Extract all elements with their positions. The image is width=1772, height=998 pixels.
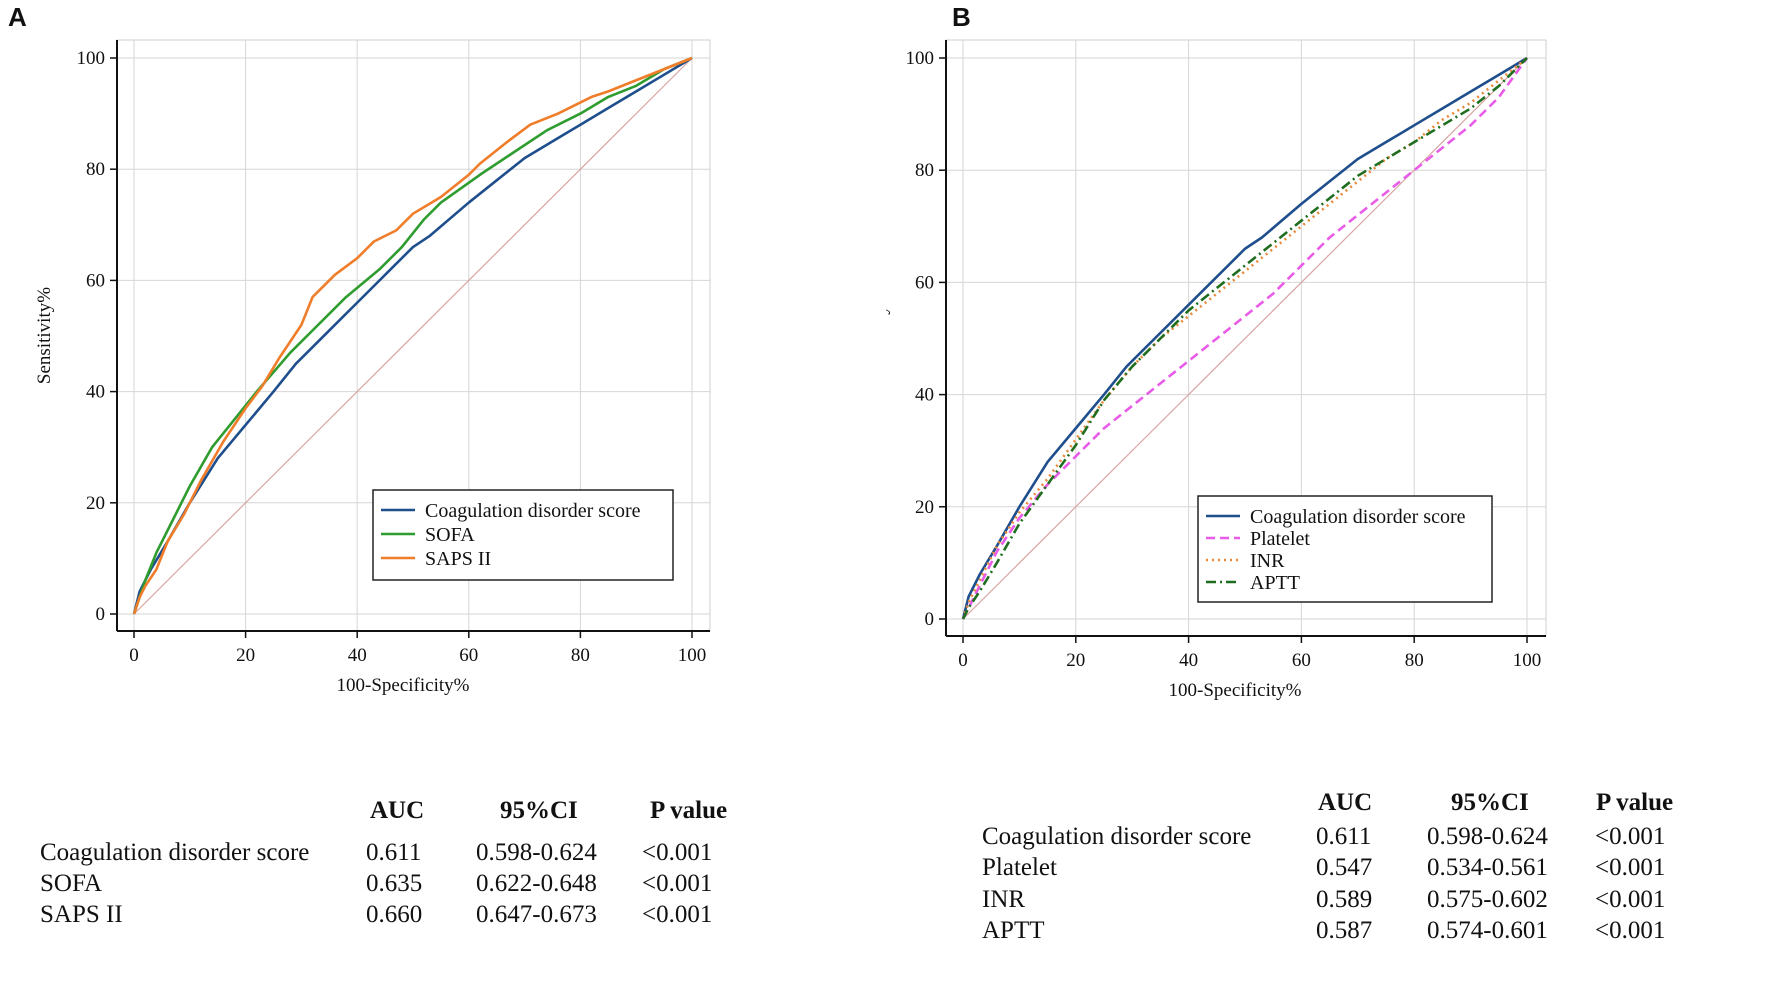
y-tick-label: 20 (915, 497, 934, 518)
legend-label: Coagulation disorder score (1250, 506, 1466, 528)
row-p-value: <0.001 (642, 901, 713, 928)
row-ci: 0.622-0.648 (476, 870, 597, 897)
row-ci: 0.598-0.624 (476, 839, 597, 866)
header-p-value: P value (650, 797, 728, 824)
table-row: INR 0.589 0.575-0.602 <0.001 (982, 883, 1742, 917)
row-p-value: <0.001 (1595, 886, 1666, 913)
row-p-value: <0.001 (642, 870, 713, 897)
row-ci: 0.598-0.624 (1427, 823, 1548, 850)
row-p-value: <0.001 (642, 839, 713, 866)
row-p-value: <0.001 (1595, 823, 1666, 850)
row-auc: 0.660 (366, 901, 423, 928)
row-auc: 0.547 (1316, 854, 1373, 881)
legend: Coagulation disorder scorePlateletINRAPT… (1197, 495, 1493, 603)
row-auc: 0.587 (1316, 917, 1373, 944)
legend-label: Platelet (1250, 528, 1310, 550)
roc-curve-saps-ii (132, 56, 693, 615)
table-header-row: AUC 95%CI P value (40, 794, 760, 828)
y-tick-label: 20 (86, 493, 105, 514)
x-tick-label: 40 (348, 645, 367, 666)
legend-label: Coagulation disorder score (425, 500, 641, 522)
y-tick-label: 60 (86, 270, 105, 291)
reference-diagonal (962, 57, 1528, 620)
row-ci: 0.574-0.601 (1427, 917, 1548, 944)
row-label: Platelet (982, 854, 1057, 881)
header-auc: AUC (370, 797, 425, 824)
table-row: APTT 0.587 0.574-0.601 <0.001 (982, 914, 1742, 948)
x-tick-label: 80 (1405, 650, 1424, 671)
y-tick-label: 40 (86, 382, 105, 403)
table-row: Platelet 0.547 0.534-0.561 <0.001 (982, 851, 1742, 885)
panel-b-label: B (952, 2, 971, 32)
legend-box (1197, 495, 1493, 603)
roc-curve-sofa (132, 56, 693, 615)
y-tick-label: 0 (96, 604, 106, 625)
legend-label: SOFA (425, 524, 475, 546)
row-label: Coagulation disorder score (40, 839, 310, 866)
row-ci: 0.534-0.561 (1427, 854, 1548, 881)
x-tick-label: 0 (958, 650, 968, 671)
row-label: INR (982, 886, 1026, 913)
y-tick-label: 40 (915, 385, 934, 406)
panel-a-label: A (8, 2, 27, 32)
y-axis-title: Sensitivity% (34, 287, 55, 384)
x-tick-label: 100 (678, 645, 707, 666)
x-tick-label: 60 (1292, 650, 1311, 671)
row-label: Coagulation disorder score (982, 823, 1252, 850)
x-tick-label: 100 (1513, 650, 1542, 671)
header-ci: 95%CI (1451, 789, 1529, 816)
legend-label: APTT (1250, 572, 1300, 594)
roc-chart-b: 0 20 40 60 80 100 0 20 40 60 80 100 100-Specificity%… (886, 39, 1547, 701)
legend-label: SAPS II (425, 548, 491, 570)
header-auc: AUC (1318, 789, 1373, 816)
x-tick-label: 0 (129, 645, 139, 666)
roc-chart-a: 0 20 40 60 80 100 0 20 40 60 80 100 100-Specificity%… (34, 39, 711, 696)
roc-curve-coagulation-disorder-score (961, 56, 1528, 620)
row-auc: 0.589 (1316, 886, 1373, 913)
row-ci: 0.647-0.673 (476, 901, 597, 928)
reference-diagonal (133, 57, 693, 615)
header-ci: 95%CI (500, 797, 578, 824)
row-auc: 0.611 (366, 839, 422, 866)
y-tick-label: 80 (86, 159, 105, 180)
row-label: SAPS II (40, 901, 123, 928)
x-tick-label: 60 (459, 645, 478, 666)
legend-label: INR (1250, 550, 1285, 572)
roc-curve-platelet (961, 57, 1529, 620)
row-label: SOFA (40, 870, 103, 897)
y-tick-label: 100 (906, 48, 935, 69)
roc-curve-inr (961, 56, 1528, 620)
legend-box (372, 489, 674, 581)
x-tick-label: 80 (571, 645, 590, 666)
row-ci: 0.575-0.602 (1427, 886, 1548, 913)
y-tick-label: 80 (915, 160, 934, 181)
roc-curve-aptt (961, 57, 1528, 620)
y-tick-label: 60 (915, 272, 934, 293)
y-axis-title: Sensitivity% (886, 289, 891, 386)
table-row: Coagulation disorder score 0.611 0.598-0… (40, 836, 760, 870)
row-auc: 0.635 (366, 870, 423, 897)
table-row: SAPS II 0.660 0.647-0.673 <0.001 (40, 898, 760, 932)
x-axis-title: 100-Specificity% (337, 675, 470, 696)
row-p-value: <0.001 (1595, 854, 1666, 881)
table-header-row: AUC 95%CI P value (982, 786, 1742, 820)
table-row: SOFA 0.635 0.622-0.648 <0.001 (40, 867, 760, 901)
x-axis-title: 100-Specificity% (1169, 680, 1302, 701)
row-auc: 0.611 (1316, 823, 1372, 850)
x-tick-label: 40 (1179, 650, 1198, 671)
table-row: Coagulation disorder score 0.611 0.598-0… (982, 820, 1742, 854)
x-tick-label: 20 (236, 645, 255, 666)
header-p-value: P value (1596, 789, 1674, 816)
row-label: APTT (982, 917, 1045, 944)
y-tick-label: 100 (77, 48, 106, 69)
x-tick-label: 20 (1066, 650, 1085, 671)
y-tick-label: 0 (925, 609, 935, 630)
row-p-value: <0.001 (1595, 917, 1666, 944)
